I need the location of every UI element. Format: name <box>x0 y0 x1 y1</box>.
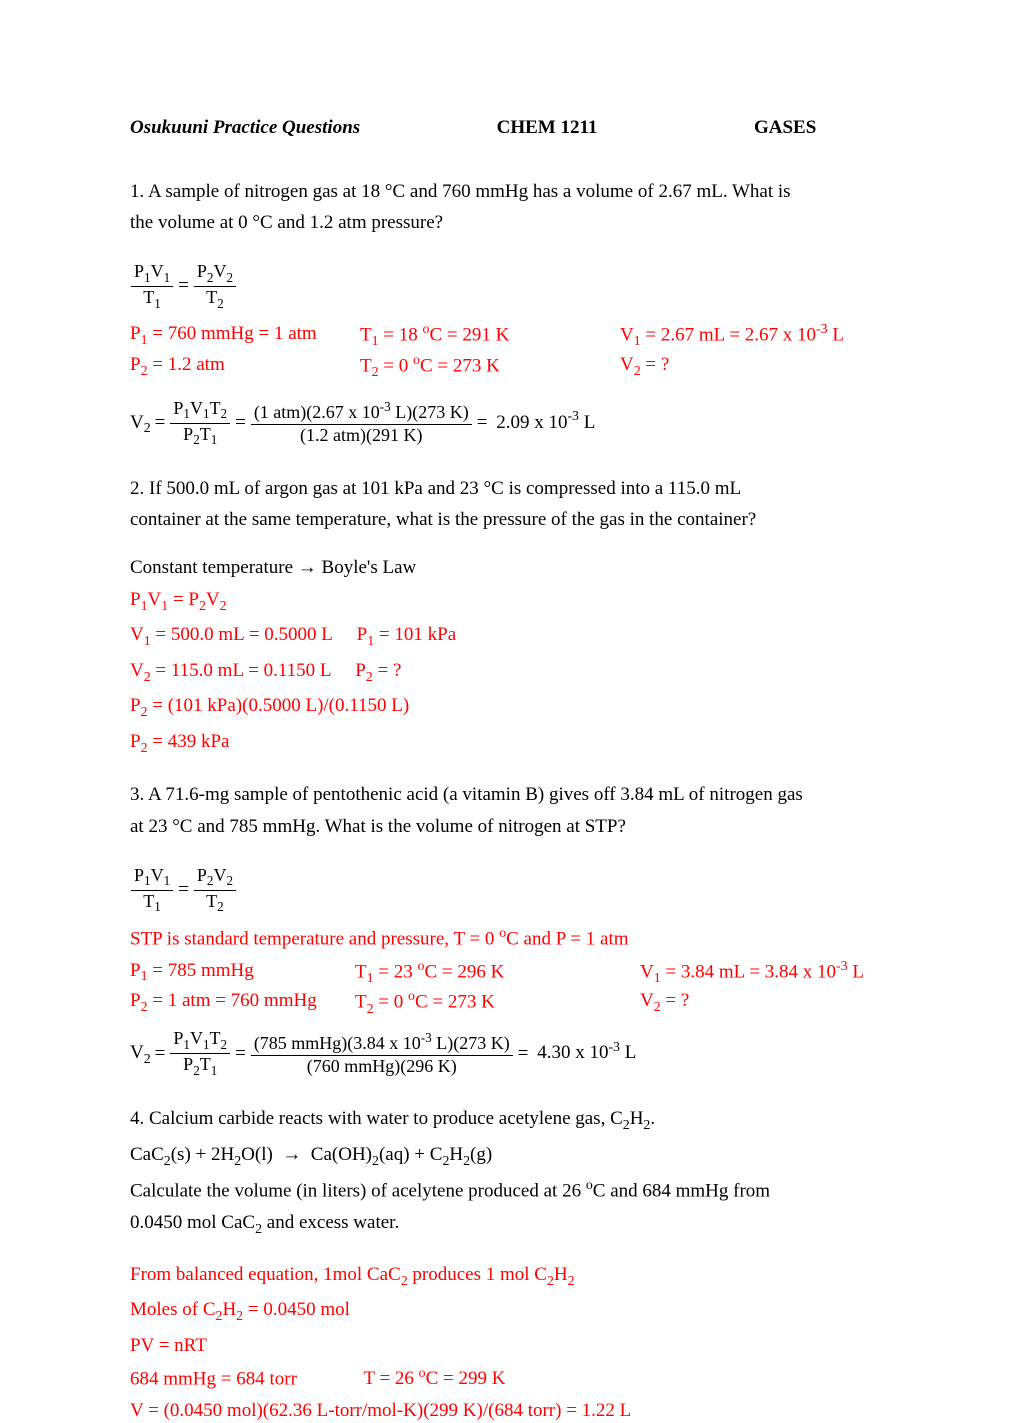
q1-t2: T2 = 0 oC = 273 K <box>360 352 620 383</box>
q1-v2: V2 = ? <box>620 352 910 383</box>
q2-answer: P1V1 = P2V2 V1 = 500.0 mL = 0.5000 L P1 … <box>130 587 910 759</box>
q3-text-line1: 3. A 71.6-mg sample of pentothenic acid … <box>130 782 910 808</box>
q1-numeric-fraction: (1 atm)(2.67 x 10-3 L)(273 K)(1.2 atm)(2… <box>251 400 472 446</box>
q3-result: 4.30 x 10-3 L <box>532 1042 636 1063</box>
q3-lhs-fraction: P1V1T1 <box>131 866 173 915</box>
q1-combined-law: P1V1T1=P2V2T2 <box>130 258 910 315</box>
q3-solution: V2=P1V1T2P2T1=(785 mmHg)(3.84 x 10-3 L)(… <box>130 1025 910 1082</box>
q4-answer: From balanced equation, 1mol CaC2 produc… <box>130 1262 910 1423</box>
q1-given-row2: P2 = 1.2 atm T2 = 0 oC = 273 K V2 = ? <box>130 352 910 383</box>
q3-v2-label: V2 <box>130 1042 151 1063</box>
q3-symbolic-fraction: P1V1T2P2T1 <box>170 1029 230 1078</box>
equals-sign: = <box>473 405 492 441</box>
q1-p1: P1 = 760 mmHg = 1 atm <box>130 321 360 352</box>
q4-temperature: T = 26 oC = 299 K <box>363 1368 505 1389</box>
q3-given-row2: P2 = 1 atm = 760 mmHg T2 = 0 oC = 273 K … <box>130 988 910 1019</box>
q1-given-row1: P1 = 760 mmHg = 1 atm T1 = 18 oC = 291 K… <box>130 321 910 352</box>
q1-solution: V2=P1V1T2P2T1=(1 atm)(2.67 x 10-3 L)(273… <box>130 395 910 452</box>
equals-sign: = <box>514 1036 533 1072</box>
q4-ans4: 684 mmHg = 684 torr T = 26 oC = 299 K <box>130 1365 910 1392</box>
q3-v2: V2 = ? <box>640 988 910 1019</box>
q3-numeric-fraction: (785 mmHg)(3.84 x 10-3 L)(273 K)(760 mmH… <box>251 1031 513 1077</box>
equals-sign: = <box>151 1036 170 1072</box>
q4-text-line3: 0.0450 mol CaC2 and excess water. <box>130 1210 910 1240</box>
document-page: Osukuuni Practice Questions CHEM 1211 GA… <box>0 0 1020 1320</box>
q2-eq: P1V1 = P2V2 <box>130 587 910 617</box>
q4-ans5: V = (0.0450 mol)(62.36 L-torr/mol-K)(299… <box>130 1398 910 1423</box>
q4-pressure: 684 mmHg = 684 torr <box>130 1368 297 1389</box>
q2-v2p2: V2 = 115.0 mL = 0.1150 L P2 = ? <box>130 658 910 688</box>
equals-sign: = <box>151 405 170 441</box>
q3-rhs-fraction: P2V2T2 <box>194 866 236 915</box>
q1-lhs-fraction: P1V1T1 <box>131 262 173 311</box>
q3-stp: STP is standard temperature and pressure… <box>130 925 910 952</box>
equals-sign: = <box>231 405 250 441</box>
equals-sign: = <box>174 268 193 304</box>
q1-text-line1: 1. A sample of nitrogen gas at 18 °C and… <box>130 179 910 205</box>
question-3: 3. A 71.6-mg sample of pentothenic acid … <box>130 782 910 839</box>
equals-sign: = <box>174 872 193 908</box>
q1-v1: V1 = 2.67 mL = 2.67 x 10-3 L <box>620 321 910 352</box>
q2-result: P2 = 439 kPa <box>130 729 910 759</box>
q3-v1: V1 = 3.84 mL = 3.84 x 10-3 L <box>640 958 910 989</box>
q4-text-line2: Calculate the volume (in liters) of acel… <box>130 1177 910 1204</box>
q3-t2: T2 = 0 oC = 273 K <box>355 988 640 1019</box>
q2-text-line2: container at the same temperature, what … <box>130 507 910 533</box>
equals-sign: = <box>231 1036 250 1072</box>
header-title: Osukuuni Practice Questions <box>130 115 497 141</box>
q1-text-line2: the volume at 0 °C and 1.2 atm pressure? <box>130 210 910 236</box>
header-topic: GASES <box>754 115 910 141</box>
q3-p1: P1 = 785 mmHg <box>130 958 355 989</box>
q3-given-row1: P1 = 785 mmHg T1 = 23 oC = 296 K V1 = 3.… <box>130 958 910 989</box>
q1-t1: T1 = 18 oC = 291 K <box>360 321 620 352</box>
q4-ans3: PV = nRT <box>130 1333 910 1359</box>
q4-text-line1: 4. Calcium carbide reacts with water to … <box>130 1106 910 1136</box>
q4-reaction: CaC2(s) + 2H2O(l) → Ca(OH)2(aq) + C2H2(g… <box>130 1142 910 1172</box>
q1-p2: P2 = 1.2 atm <box>130 352 360 383</box>
q2-text-line1: 2. If 500.0 mL of argon gas at 101 kPa a… <box>130 476 910 502</box>
q1-rhs-fraction: P2V2T2 <box>194 262 236 311</box>
q3-p2: P2 = 1 atm = 760 mmHg <box>130 988 355 1019</box>
q3-combined-law: P1V1T1=P2V2T2 <box>130 862 910 919</box>
question-4: 4. Calcium carbide reacts with water to … <box>130 1106 910 1240</box>
q4-ans1: From balanced equation, 1mol CaC2 produc… <box>130 1262 910 1292</box>
q3-text-line2: at 23 °C and 785 mmHg. What is the volum… <box>130 814 910 840</box>
question-2: 2. If 500.0 mL of argon gas at 101 kPa a… <box>130 476 910 533</box>
q2-law: Constant temperature → Boyle's Law <box>130 555 910 581</box>
q2-calc: P2 = (101 kPa)(0.5000 L)/(0.1150 L) <box>130 693 910 723</box>
q1-v2-label: V2 <box>130 412 151 433</box>
question-1: 1. A sample of nitrogen gas at 18 °C and… <box>130 179 910 236</box>
q1-result: 2.09 x 10-3 L <box>491 412 595 433</box>
q2-v1p1: V1 = 500.0 mL = 0.5000 L P1 = 101 kPa <box>130 622 910 652</box>
page-header: Osukuuni Practice Questions CHEM 1211 GA… <box>130 115 910 141</box>
header-course: CHEM 1211 <box>497 115 754 141</box>
q1-symbolic-fraction: P1V1T2P2T1 <box>170 399 230 448</box>
q3-t1: T1 = 23 oC = 296 K <box>355 958 640 989</box>
q4-ans2: Moles of C2H2 = 0.0450 mol <box>130 1297 910 1327</box>
